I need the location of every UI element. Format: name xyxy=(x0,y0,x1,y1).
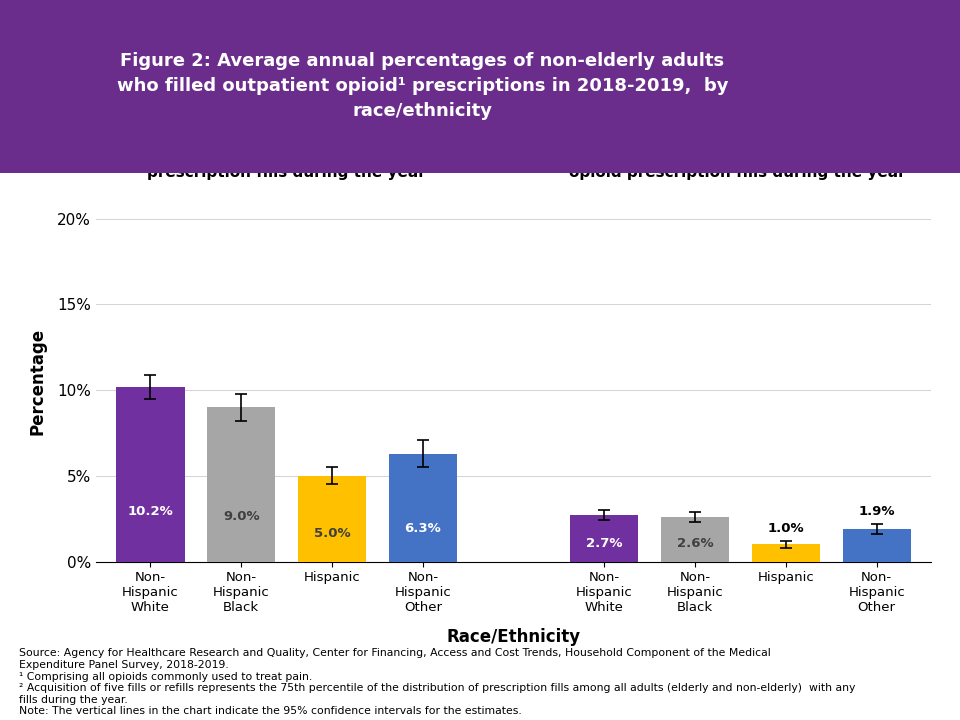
Text: 1.9%: 1.9% xyxy=(858,505,895,518)
Bar xyxy=(298,476,366,562)
Bar xyxy=(752,544,820,562)
X-axis label: Race/Ethnicity: Race/Ethnicity xyxy=(446,629,581,647)
Bar xyxy=(389,454,457,562)
Text: Agency for Healthcare
Research and Quality: Agency for Healthcare Research and Quali… xyxy=(887,102,947,112)
Text: Non-elderly adults with five or more
opioid prescription fills during the year²: Non-elderly adults with five or more opi… xyxy=(569,148,912,180)
Text: 5.0%: 5.0% xyxy=(314,527,350,540)
Bar xyxy=(661,517,730,562)
Text: 2.7%: 2.7% xyxy=(587,537,623,550)
Text: 1.0%: 1.0% xyxy=(768,522,804,535)
Text: 10.2%: 10.2% xyxy=(128,505,174,518)
Text: 2.6%: 2.6% xyxy=(677,537,713,551)
Text: Source: Agency for Healthcare Research and Quality, Center for Financing, Access: Source: Agency for Healthcare Research a… xyxy=(19,649,855,716)
Bar xyxy=(570,516,638,562)
Text: ⚕: ⚕ xyxy=(844,82,854,101)
Bar xyxy=(116,387,184,562)
Bar xyxy=(843,529,911,562)
Bar xyxy=(207,408,276,562)
Text: Non-elderly adults with any opioid
prescription fills during the year: Non-elderly adults with any opioid presc… xyxy=(139,148,434,180)
Y-axis label: Percentage: Percentage xyxy=(28,328,46,435)
Text: 9.0%: 9.0% xyxy=(223,510,259,523)
Text: Figure 2: Average annual percentages of non-elderly adults
who filled outpatient: Figure 2: Average annual percentages of … xyxy=(117,53,728,120)
Text: AHRQ: AHRQ xyxy=(900,73,934,83)
Text: 6.3%: 6.3% xyxy=(404,521,442,534)
Polygon shape xyxy=(786,30,960,159)
